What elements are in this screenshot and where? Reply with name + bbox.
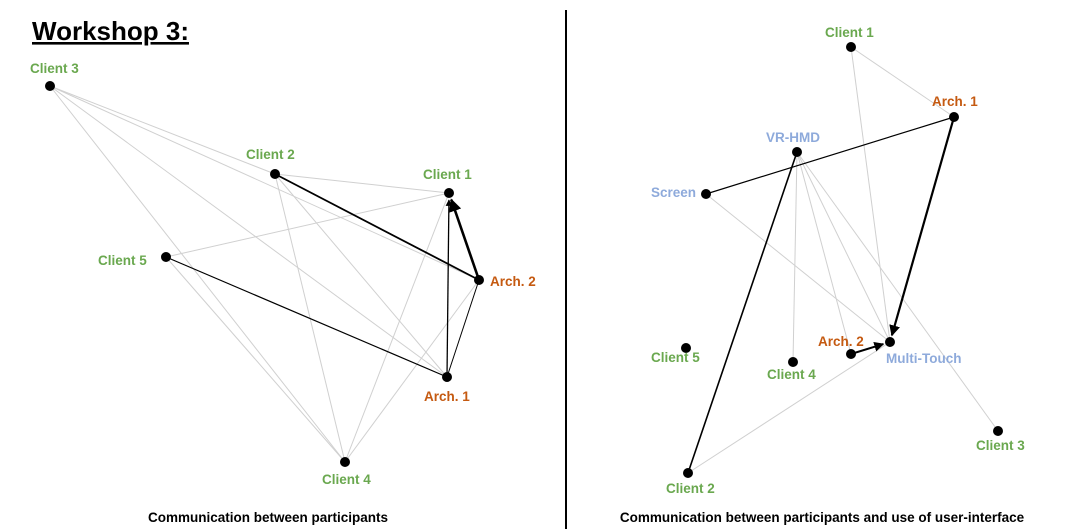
left-node-client1 <box>444 188 454 198</box>
left-edges <box>49 85 481 463</box>
right-node-r_client3 <box>993 426 1003 436</box>
right-edges <box>687 46 999 474</box>
right-node-r_multitouch <box>885 337 895 347</box>
left-node-client3 <box>45 81 55 91</box>
right-node-r_client1 <box>846 42 856 52</box>
right-label-r_client2: Client 2 <box>666 481 715 496</box>
right-label-r_arch2: Arch. 2 <box>818 334 864 349</box>
right-node-r_client2 <box>683 468 693 478</box>
right-label-r_arch1: Arch. 1 <box>932 94 978 109</box>
left-node-arch1 <box>442 372 452 382</box>
left-edge-client2-client1 <box>274 173 450 194</box>
left-label-arch2: Arch. 2 <box>490 274 536 289</box>
left-label-client3: Client 3 <box>30 61 79 76</box>
right-node-r_screen <box>701 189 711 199</box>
right-edge-r_arch1-r_multitouch <box>889 116 956 337</box>
right-edge-r_screen-r_multitouch <box>705 193 891 343</box>
right-label-r_client1: Client 1 <box>825 25 874 40</box>
right-caption: Communication between participants and u… <box>620 510 1025 525</box>
right-node-r_vrhmd <box>792 147 802 157</box>
right-nodes: Client 1 Arch. 1 VR-HMD Screen Client 5 Clien… <box>651 25 1025 496</box>
right-label-r_multitouch: Multi-Touch <box>886 351 961 366</box>
left-edge-client3-client2 <box>49 85 276 175</box>
right-edge-r_vrhmd-r_client3 <box>796 151 999 432</box>
right-edge-r_vrhmd-r_arch2 <box>796 151 852 355</box>
left-edge-client3-arch2 <box>49 85 480 281</box>
left-label-client5: Client 5 <box>98 253 147 268</box>
left-label-client4: Client 4 <box>322 472 371 487</box>
right-edge-r_client2-r_vrhmd <box>687 151 798 474</box>
right-edge-r_screen-r_arch1 <box>705 116 955 195</box>
right-node-r_arch2 <box>846 349 856 359</box>
left-edge-arch1-client1 <box>445 199 453 378</box>
left-node-client5 <box>161 252 171 262</box>
right-edge-r_client2-r_multitouch <box>687 341 891 474</box>
left-nodes: Client 3 Client 2 Client 1 Client 5 Arch. 2 A… <box>30 61 536 487</box>
left-label-client2: Client 2 <box>246 147 295 162</box>
left-edge-client3-arch1 <box>49 85 448 378</box>
right-edge-r_vrhmd-r_multitouch <box>796 151 891 343</box>
left-node-client2 <box>270 169 280 179</box>
right-edge-r_vrhmd-r_client4 <box>792 151 798 363</box>
left-edge-client2-arch1 <box>274 173 448 378</box>
right-label-r_screen: Screen <box>651 185 696 200</box>
left-edge-arch2-client4 <box>344 279 480 463</box>
left-edge-client5-client1 <box>165 192 450 258</box>
right-edge-r_client1-r_multitouch <box>850 46 891 343</box>
left-edge-client5-arch1 <box>165 256 448 378</box>
right-label-r_vrhmd: VR-HMD <box>766 130 820 145</box>
right-label-r_client5: Client 5 <box>651 350 700 365</box>
left-edge-client1-client4 <box>344 192 450 463</box>
right-node-r_arch1 <box>949 112 959 122</box>
left-edge-arch2-client1 <box>448 198 481 281</box>
right-node-r_client5 <box>681 343 691 353</box>
left-edge-client5-client4 <box>165 256 346 463</box>
right-label-r_client3: Client 3 <box>976 438 1025 453</box>
page-title: Workshop 3: <box>32 16 189 46</box>
right-node-r_client4 <box>788 357 798 367</box>
left-edge-arch1-arch2 <box>446 279 480 378</box>
left-label-client1: Client 1 <box>423 167 472 182</box>
right-edge-r_client1-r_arch1 <box>850 46 955 118</box>
right-edge-r_arch2-r_multitouch <box>850 341 885 355</box>
left-label-arch1: Arch. 1 <box>424 389 470 404</box>
left-edge-client3-client4 <box>49 85 346 463</box>
right-label-r_client4: Client 4 <box>767 367 816 382</box>
left-caption: Communication between participants <box>148 510 388 525</box>
left-edge-client2-arch2 <box>274 173 480 281</box>
left-node-arch2 <box>474 275 484 285</box>
left-node-client4 <box>340 457 350 467</box>
